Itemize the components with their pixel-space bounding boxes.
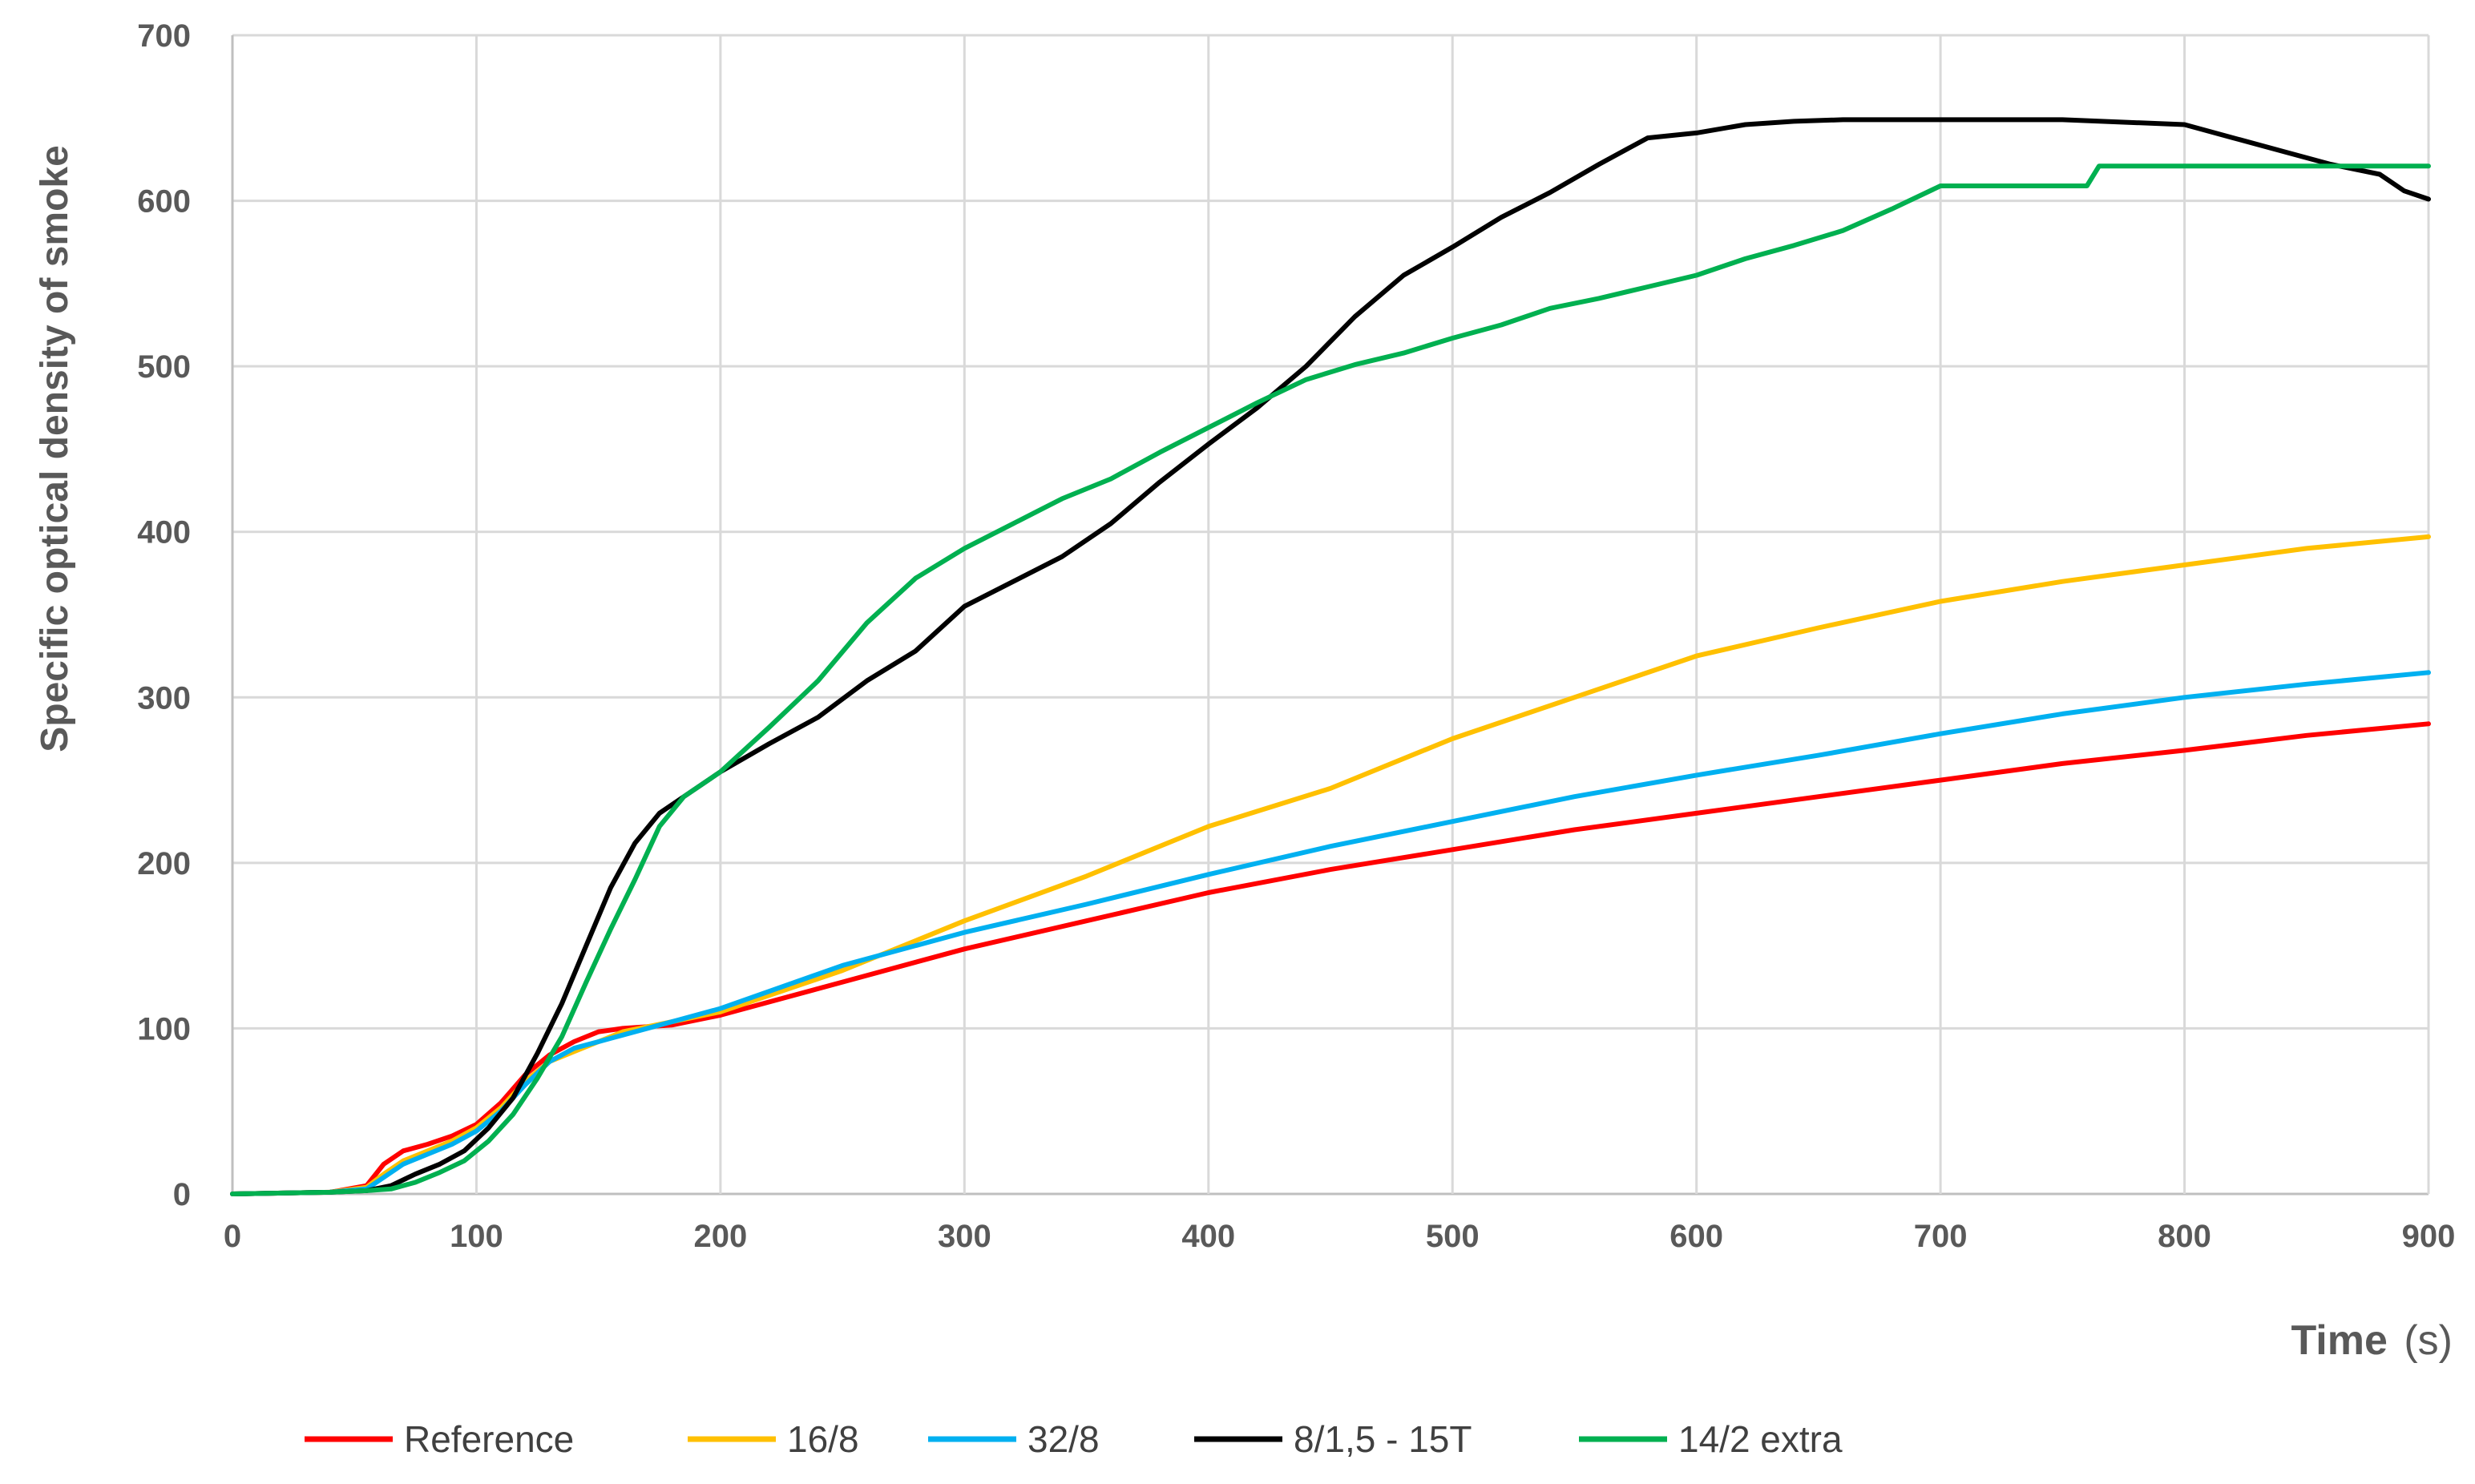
x-axis-label-main: Time (2291, 1317, 2387, 1364)
x-tick-label: 300 (938, 1219, 991, 1254)
x-tick-label: 700 (1914, 1219, 1968, 1254)
y-tick-label: 200 (137, 846, 191, 881)
x-tick-label: 200 (694, 1219, 748, 1254)
series-line-8-1-5-15t (230, 117, 2431, 1196)
x-tick-label: 600 (1670, 1219, 1723, 1254)
x-tick-label: 500 (1426, 1219, 1480, 1254)
chart-gridlines (231, 34, 2430, 1196)
y-tick-label: 0 (173, 1177, 191, 1212)
y-axis-ticks: 0 100 200 300 400 500 600 700 (137, 18, 191, 1212)
x-tick-label: 100 (450, 1219, 503, 1254)
x-axis-label: Time (s) (2291, 1317, 2453, 1364)
x-tick-label: 0 (224, 1219, 241, 1254)
legend-label-16-8: 16/8 (787, 1418, 859, 1460)
x-axis-ticks: 0 100 200 300 400 500 600 700 800 900 (224, 1219, 2456, 1254)
legend-label-32-8: 32/8 (1028, 1418, 1100, 1460)
series-line-16-8 (230, 534, 2431, 1196)
y-tick-label: 600 (137, 184, 191, 220)
series-line-reference (230, 721, 2431, 1196)
y-tick-label: 100 (137, 1011, 191, 1046)
series-line-32-8 (230, 670, 2431, 1196)
y-tick-label: 400 (137, 515, 191, 550)
y-tick-label: 700 (137, 18, 191, 54)
x-axis-label-unit: (s) (2404, 1317, 2453, 1364)
x-tick-label: 800 (2158, 1219, 2211, 1254)
y-tick-label: 500 (137, 349, 191, 385)
legend-label-14-2-extra: 14/2 extra (1678, 1418, 1843, 1460)
legend-label-reference: Reference (404, 1418, 574, 1460)
x-tick-label: 400 (1181, 1219, 1235, 1254)
legend: Reference 16/8 32/8 8/1,5 - 15T 14/2 extra (305, 1418, 1843, 1460)
y-axis-label: Specific optical density of smoke (34, 145, 76, 752)
legend-label-8-1-5-15t: 8/1,5 - 15T (1294, 1418, 1472, 1460)
y-tick-label: 300 (137, 680, 191, 716)
chart-series (230, 117, 2431, 1196)
x-tick-label: 900 (2402, 1219, 2456, 1254)
series-line-14-2-extra (230, 163, 2431, 1196)
